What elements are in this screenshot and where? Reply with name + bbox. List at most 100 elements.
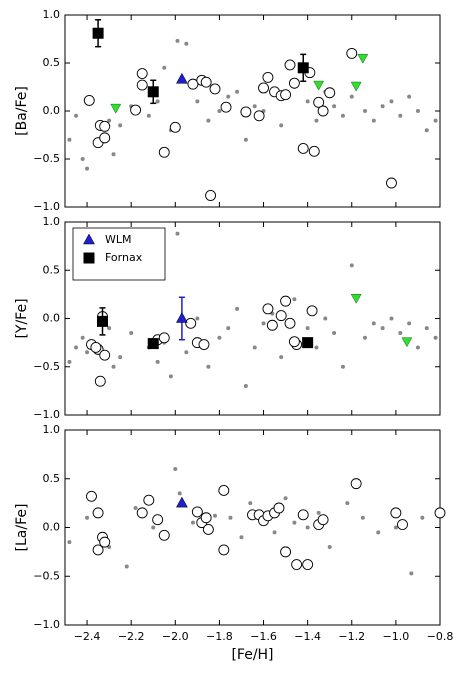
point — [146, 113, 151, 118]
point — [133, 506, 138, 510]
point — [398, 113, 403, 118]
point — [206, 364, 211, 369]
point — [371, 321, 376, 326]
point — [184, 41, 189, 46]
point — [273, 502, 285, 514]
y-tick-label: 1.0 — [43, 423, 61, 436]
point — [190, 520, 195, 525]
y-tick-label: −0.5 — [33, 569, 60, 582]
point — [151, 525, 156, 530]
point — [424, 128, 429, 133]
point — [209, 83, 221, 95]
point — [198, 339, 210, 351]
point — [252, 104, 257, 109]
point — [407, 94, 412, 99]
point — [184, 350, 189, 355]
point — [240, 106, 252, 118]
point — [357, 53, 369, 64]
point — [67, 540, 72, 545]
x-axis-label: [Fe/H] — [231, 647, 273, 663]
x-tick-label: −0.8 — [427, 630, 454, 643]
point — [350, 81, 362, 92]
point — [327, 545, 332, 549]
point — [332, 330, 337, 335]
y-tick-label: 1.0 — [43, 8, 61, 21]
point — [272, 530, 277, 535]
point — [306, 305, 318, 317]
point — [80, 335, 85, 340]
point — [262, 71, 274, 83]
point — [433, 335, 438, 340]
point — [143, 494, 155, 506]
point — [152, 514, 164, 526]
point — [67, 137, 72, 142]
point — [284, 317, 296, 329]
point — [191, 506, 203, 518]
point — [173, 467, 178, 471]
point — [434, 507, 446, 519]
point — [226, 94, 231, 99]
point — [317, 105, 329, 117]
point — [424, 326, 429, 331]
point — [393, 525, 398, 530]
point — [175, 311, 188, 323]
point — [349, 263, 354, 268]
point — [345, 501, 350, 506]
point — [313, 80, 325, 91]
point — [228, 515, 233, 520]
point — [218, 544, 230, 556]
legend-label: WLM — [105, 233, 132, 246]
point — [279, 355, 284, 360]
point — [332, 104, 337, 109]
point — [262, 303, 274, 315]
point — [248, 501, 253, 506]
point — [317, 514, 329, 526]
y-tick-label: 0.0 — [43, 104, 61, 117]
point — [258, 82, 269, 94]
point — [147, 86, 159, 98]
y-tick-label: −1.0 — [33, 408, 60, 421]
x-tick-label: −2.4 — [74, 630, 101, 643]
point — [175, 72, 188, 84]
point — [85, 515, 90, 520]
point — [288, 336, 300, 348]
point — [129, 330, 134, 335]
point — [155, 359, 160, 364]
point — [175, 38, 180, 43]
point — [118, 355, 123, 360]
point — [220, 101, 232, 113]
y-tick-label: 0.5 — [43, 263, 61, 276]
y-tick-label: −1.0 — [33, 200, 60, 213]
point — [158, 529, 170, 541]
y-tick-label: 0.5 — [43, 472, 61, 485]
point — [155, 99, 160, 104]
point — [280, 295, 292, 307]
legend-marker — [83, 233, 95, 245]
point — [397, 519, 408, 531]
point — [200, 512, 212, 524]
point — [136, 507, 148, 519]
point — [407, 321, 412, 326]
point — [280, 546, 292, 558]
y-tick-label: −0.5 — [33, 360, 60, 373]
point — [147, 338, 159, 350]
y-tick-label: 1.0 — [43, 215, 61, 228]
point — [217, 109, 222, 113]
point — [409, 571, 414, 576]
point — [401, 337, 413, 348]
point — [261, 321, 266, 326]
point — [363, 335, 367, 340]
point — [350, 293, 362, 304]
point — [235, 306, 240, 311]
point — [252, 345, 257, 350]
x-tick-label: −1.2 — [338, 630, 365, 643]
point — [415, 345, 420, 350]
point — [195, 316, 200, 321]
point — [266, 319, 278, 331]
point — [90, 342, 102, 353]
point — [360, 515, 365, 520]
point — [92, 507, 104, 519]
point — [99, 132, 111, 144]
point — [280, 89, 292, 101]
point — [99, 120, 111, 132]
